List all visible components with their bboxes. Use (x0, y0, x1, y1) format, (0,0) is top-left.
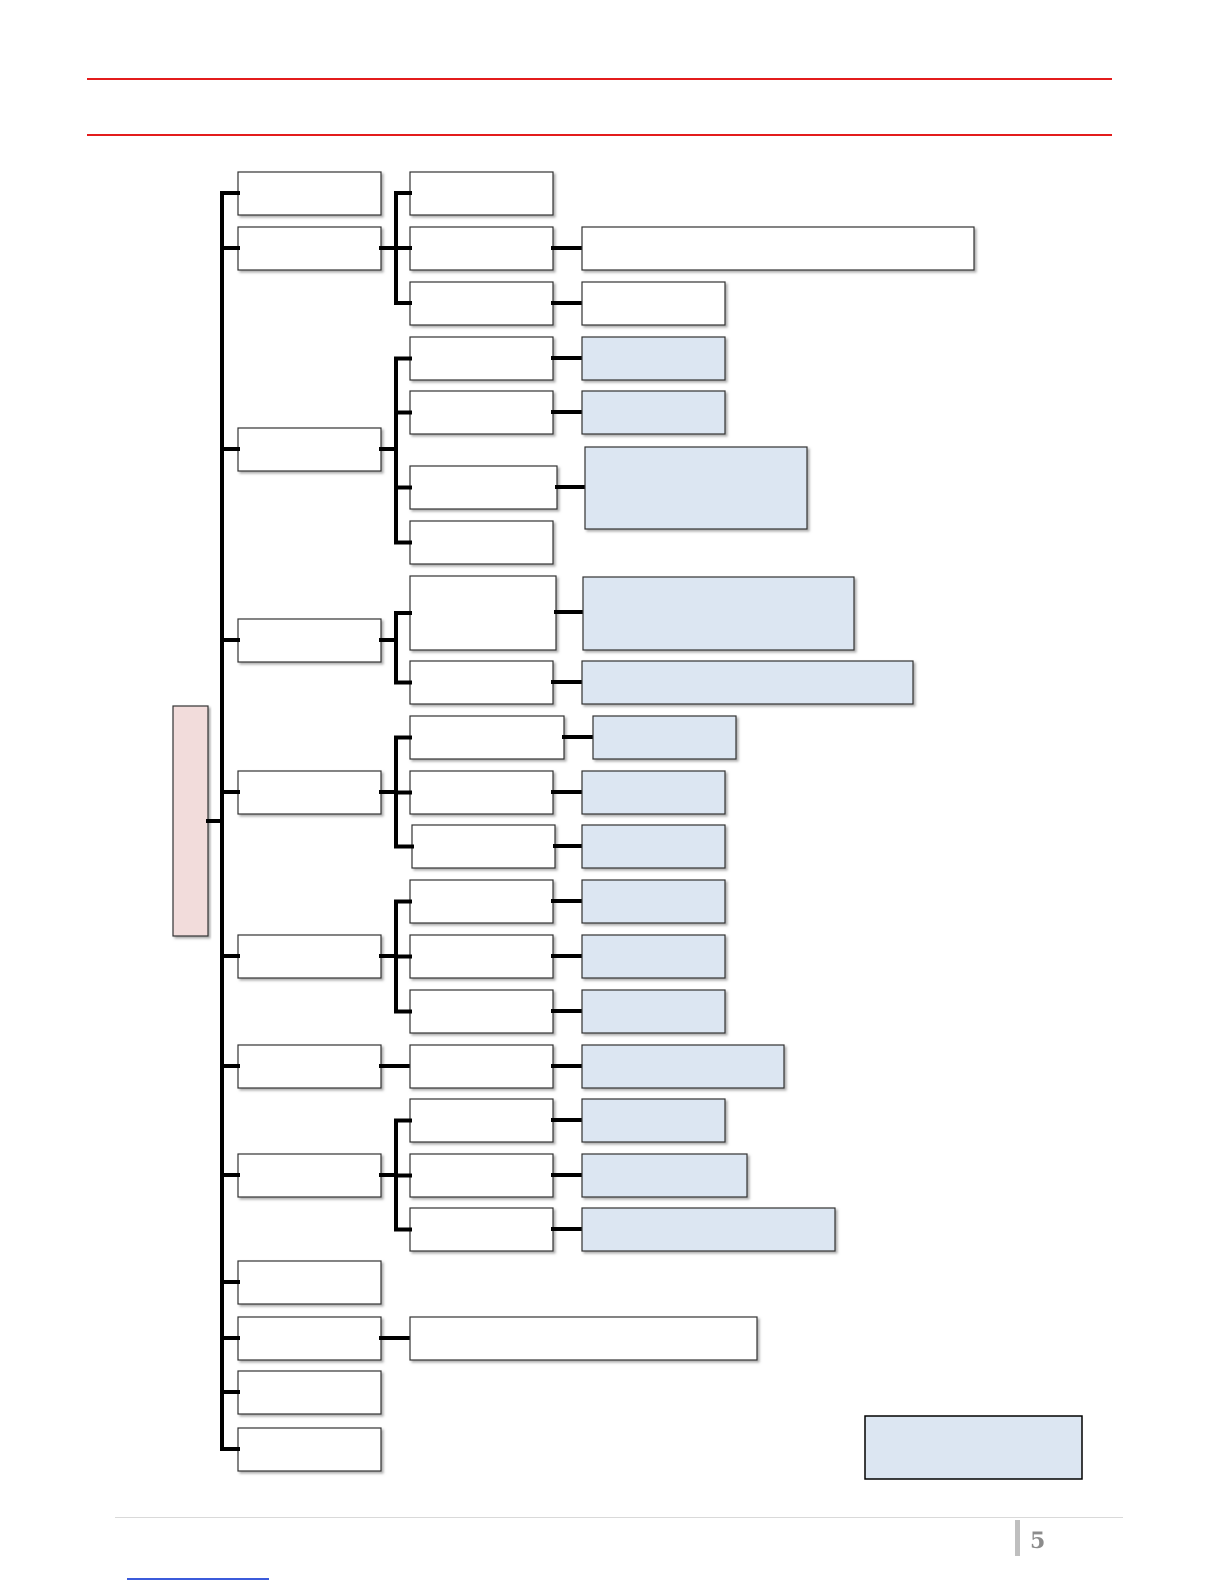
level1-box (237, 770, 382, 815)
level2-box (409, 934, 554, 979)
level3-box (581, 1044, 785, 1089)
page-number-bar (1015, 1520, 1020, 1556)
level1-box (237, 1316, 382, 1361)
level3-box (581, 824, 726, 869)
level3-box (581, 989, 726, 1034)
level1-box (237, 427, 382, 472)
level3-box (581, 226, 975, 271)
level2-box (409, 575, 557, 651)
level1-box (237, 1260, 382, 1305)
level3-box (584, 446, 808, 530)
level2-box (409, 660, 554, 705)
level2-box (409, 226, 554, 271)
level3-box (581, 770, 726, 815)
level2-box (409, 1098, 554, 1143)
level1-box (237, 1153, 382, 1198)
level3-box (581, 281, 726, 326)
level2-box (409, 465, 558, 510)
page-number: 5 (1030, 1528, 1046, 1554)
level2-box (409, 1044, 554, 1089)
level3-box (581, 390, 726, 435)
level2-box (409, 1207, 554, 1252)
level1-box (237, 1427, 382, 1472)
level2-box (409, 390, 554, 435)
level3-box (581, 934, 726, 979)
level2-box (409, 171, 554, 216)
level2-box (409, 281, 554, 326)
level2-box (409, 770, 554, 815)
root-box (172, 705, 209, 937)
footer-link-underline (127, 1578, 269, 1580)
level1-box (237, 1370, 382, 1415)
level1-box (237, 226, 382, 271)
level1-box (237, 171, 382, 216)
level3-box (581, 336, 726, 381)
level1-box (237, 1044, 382, 1089)
level2-box (411, 824, 556, 869)
level3-box (582, 576, 855, 651)
level2-box (409, 336, 554, 381)
header-rule-top (87, 78, 1112, 80)
level3-box (581, 1098, 726, 1143)
level3-box (592, 715, 737, 760)
level1-box (237, 934, 382, 979)
level2-box-wide (409, 1316, 758, 1361)
level3-box (581, 879, 726, 924)
level2-box (409, 879, 554, 924)
level2-box (409, 989, 554, 1034)
level3-box (581, 660, 914, 705)
header-rule-bottom (87, 134, 1112, 136)
level2-box (409, 520, 554, 565)
level3-box (581, 1207, 836, 1252)
level2-box (409, 715, 565, 760)
level3-box (581, 1153, 748, 1198)
level2-box (409, 1153, 554, 1198)
legend-box (864, 1415, 1083, 1480)
footer-divider (115, 1517, 1123, 1518)
level1-box (237, 618, 382, 663)
